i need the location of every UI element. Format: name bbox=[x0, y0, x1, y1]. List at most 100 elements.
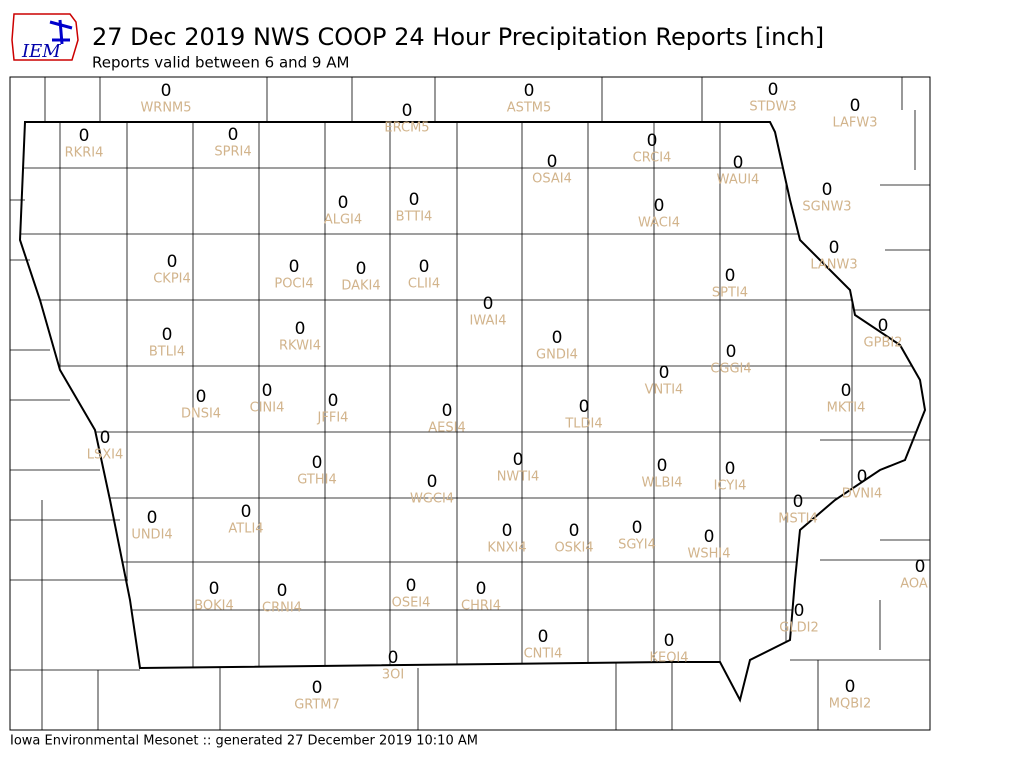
county-lines bbox=[20, 122, 925, 700]
logo: IEM bbox=[11, 13, 79, 62]
station-value: 0 bbox=[845, 677, 856, 697]
station-id: GLDI2 bbox=[779, 621, 818, 636]
station-id: WACI4 bbox=[638, 216, 680, 231]
station-id: DAKI4 bbox=[341, 279, 380, 294]
station-value: 0 bbox=[579, 397, 590, 417]
station-id: MQBI2 bbox=[829, 697, 871, 712]
station-id: LANW3 bbox=[810, 258, 857, 273]
station-value: 0 bbox=[725, 459, 736, 479]
station-value: 0 bbox=[402, 101, 413, 121]
station-id: IWAI4 bbox=[470, 314, 507, 329]
station-value: 0 bbox=[289, 257, 300, 277]
station-id: 3OI bbox=[382, 668, 404, 683]
station-value: 0 bbox=[161, 81, 172, 101]
station-id: GTHI4 bbox=[297, 473, 336, 488]
station-id: BTLI4 bbox=[149, 345, 185, 360]
station-id: RKWI4 bbox=[279, 339, 321, 354]
station-value: 0 bbox=[654, 196, 665, 216]
iowa-border bbox=[18, 121, 927, 703]
station-value: 0 bbox=[162, 325, 173, 345]
station-id: RKRI4 bbox=[65, 146, 104, 161]
station-value: 0 bbox=[857, 467, 868, 487]
station-value: 0 bbox=[277, 581, 288, 601]
station-value: 0 bbox=[513, 450, 524, 470]
station-id: NWTI4 bbox=[497, 470, 540, 485]
station-id: OSAI4 bbox=[532, 172, 572, 187]
station-value: 0 bbox=[419, 257, 430, 277]
station-id: CGGI4 bbox=[710, 362, 751, 377]
basemap bbox=[10, 77, 930, 730]
station-value: 0 bbox=[476, 579, 487, 599]
station-value: 0 bbox=[483, 294, 494, 314]
station-id: MSTI4 bbox=[778, 512, 818, 527]
station-value: 0 bbox=[657, 456, 668, 476]
station-id: WSHI4 bbox=[688, 547, 731, 562]
station-id: BTTI4 bbox=[396, 210, 433, 225]
station-id: DNSI4 bbox=[181, 407, 221, 422]
station-id: KNXI4 bbox=[487, 541, 526, 556]
station-value: 0 bbox=[406, 576, 417, 596]
station-value: 0 bbox=[726, 342, 737, 362]
station-value: 0 bbox=[167, 252, 178, 272]
station-id: GNDI4 bbox=[536, 348, 578, 363]
station-id: ATLI4 bbox=[228, 522, 263, 537]
station-value: 0 bbox=[768, 80, 779, 100]
station-value: 0 bbox=[569, 521, 580, 541]
station-value: 0 bbox=[822, 180, 833, 200]
station-value: 0 bbox=[915, 557, 926, 577]
station-value: 0 bbox=[552, 328, 563, 348]
station-id: WAUI4 bbox=[717, 173, 760, 188]
station-value: 0 bbox=[829, 238, 840, 258]
station-id: VNTI4 bbox=[645, 383, 684, 398]
station-id: CINI4 bbox=[250, 401, 285, 416]
station-id: ICYI4 bbox=[714, 479, 747, 494]
station-value: 0 bbox=[659, 363, 670, 383]
station-id: WLBI4 bbox=[641, 476, 682, 491]
station-id: DVNI4 bbox=[842, 487, 883, 502]
station-value: 0 bbox=[704, 527, 715, 547]
station-id: SPTI4 bbox=[712, 286, 748, 301]
footer: Iowa Environmental Mesonet :: generated … bbox=[10, 734, 478, 749]
station-value: 0 bbox=[241, 502, 252, 522]
station-value: 0 bbox=[547, 152, 558, 172]
station-value: 0 bbox=[209, 579, 220, 599]
station-id: WRNM5 bbox=[140, 101, 191, 116]
station-value: 0 bbox=[147, 508, 158, 528]
station-value: 0 bbox=[794, 601, 805, 621]
station-id: WGCI4 bbox=[410, 492, 454, 507]
neighbor-lines bbox=[10, 77, 930, 730]
station-id: CRNI4 bbox=[262, 601, 302, 616]
station-value: 0 bbox=[262, 381, 273, 401]
station-value: 0 bbox=[356, 259, 367, 279]
station-value: 0 bbox=[725, 266, 736, 286]
station-id: JFFI4 bbox=[317, 411, 349, 426]
station-id: CLII4 bbox=[408, 277, 440, 292]
station-id: STDW3 bbox=[749, 100, 796, 115]
station-value: 0 bbox=[196, 387, 207, 407]
station-value: 0 bbox=[442, 401, 453, 421]
station-value: 0 bbox=[647, 131, 658, 151]
station-id: OSEI4 bbox=[392, 596, 431, 611]
station-id: MKTI4 bbox=[827, 401, 866, 416]
station-value: 0 bbox=[664, 631, 675, 651]
station-id: BOKI4 bbox=[194, 599, 234, 614]
station-id: CKPI4 bbox=[153, 272, 191, 287]
station-value: 0 bbox=[100, 428, 111, 448]
station-id: OSKI4 bbox=[554, 541, 593, 556]
station-id: ERCM5 bbox=[384, 121, 429, 136]
station-value: 0 bbox=[538, 627, 549, 647]
station-value: 0 bbox=[338, 193, 349, 213]
station-value: 0 bbox=[409, 190, 420, 210]
station-id: CNTI4 bbox=[524, 647, 563, 662]
map-frame bbox=[9, 76, 931, 731]
station-id: AOA bbox=[900, 577, 928, 592]
title: 27 Dec 2019 NWS COOP 24 Hour Precipitati… bbox=[92, 23, 824, 51]
station-value: 0 bbox=[524, 81, 535, 101]
station-value: 0 bbox=[850, 96, 861, 116]
station-value: 0 bbox=[793, 492, 804, 512]
station-id: CRCI4 bbox=[633, 151, 672, 166]
station-value: 0 bbox=[388, 648, 399, 668]
